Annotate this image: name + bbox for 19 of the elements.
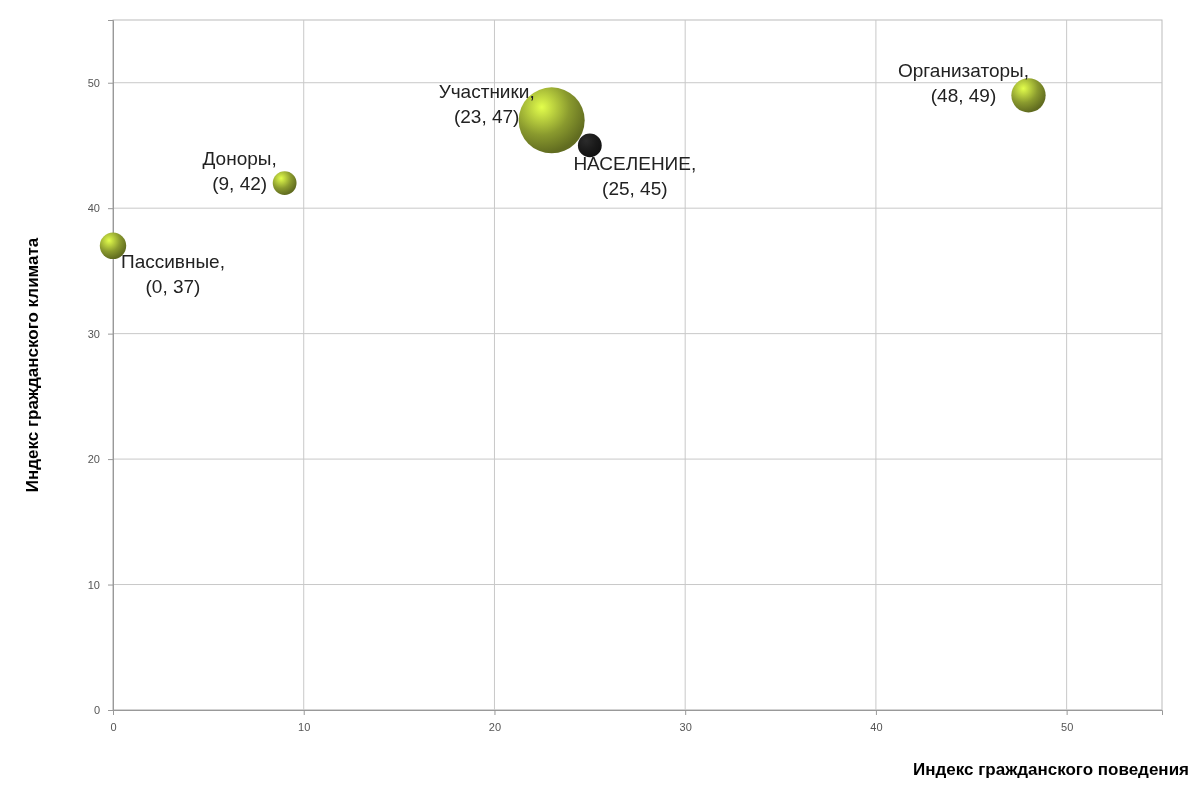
data-label: Доноры, (9, 42) [202, 148, 277, 195]
data-label: НАСЕЛЕНИЕ, (25, 45) [573, 153, 697, 200]
data-label: Пассивные, (0, 37) [121, 250, 225, 297]
y-tick-label: 40 [87, 202, 100, 215]
x-tick-label: 10 [298, 720, 311, 733]
y-tick-label: 10 [87, 578, 100, 591]
x-tick-label: 30 [679, 720, 692, 733]
x-tick-label: 20 [488, 720, 502, 733]
y-tick-label: 20 [87, 453, 100, 466]
data-label: Участники, (23, 47) [438, 81, 535, 128]
y-axis-title: Индекс гражданского климата [23, 237, 42, 493]
y-tick-label: 30 [87, 327, 100, 340]
x-axis-title: Индекс гражданского поведения [913, 760, 1189, 779]
y-tick-label: 50 [87, 76, 100, 89]
x-tick-label: 0 [110, 720, 117, 733]
x-tick-label: 50 [1061, 720, 1074, 733]
x-tick-label: 40 [870, 720, 883, 733]
data-label: Организаторы, (48, 49) [898, 60, 1029, 107]
y-tick-label: 0 [93, 704, 100, 717]
